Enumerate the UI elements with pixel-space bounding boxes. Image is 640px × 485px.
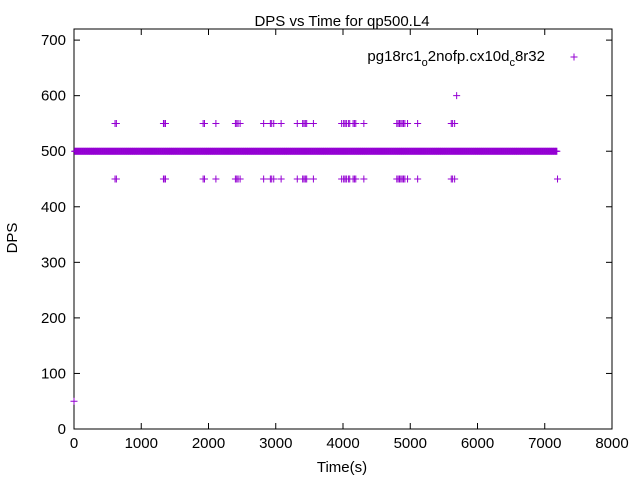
legend-text: 2nofp.cx10d: [428, 48, 510, 65]
data-point: [212, 175, 220, 183]
x-tick-label: 5000: [394, 435, 427, 452]
x-tick-label: 0: [70, 435, 78, 452]
legend-text: pg18rc1: [367, 48, 421, 65]
data-point: [352, 119, 360, 127]
data-point: [112, 175, 120, 183]
data-point: [200, 175, 208, 183]
data-point: [451, 175, 459, 183]
data-point: [360, 175, 368, 183]
data-point: [404, 175, 412, 183]
data-point: [161, 175, 169, 183]
data-point: [277, 175, 285, 183]
data-point: [451, 119, 459, 127]
data-point: [112, 119, 120, 127]
legend-marker: [570, 53, 578, 61]
data-point: [414, 119, 422, 127]
data-point: [303, 119, 311, 127]
legend-subscript: c: [509, 57, 515, 69]
data-point: [236, 119, 244, 127]
y-axis-label: DPS: [4, 223, 21, 254]
data-point: [553, 147, 561, 155]
y-tick-label: 500: [41, 143, 66, 160]
data-point: [277, 119, 285, 127]
data-point: [309, 175, 317, 183]
data-point: [260, 119, 268, 127]
x-axis-label: Time(s): [317, 459, 367, 476]
y-tick-label: 300: [41, 254, 66, 271]
x-tick-label: 7000: [528, 435, 561, 452]
data-point: [414, 175, 422, 183]
data-point: [200, 119, 208, 127]
x-tick-label: 6000: [461, 435, 494, 452]
data-point: [236, 175, 244, 183]
y-axis-ticks: 0 100 200 300 400 500 600 700: [41, 32, 612, 438]
data-point: [270, 119, 278, 127]
data-point: [453, 92, 461, 100]
legend-subscript: o: [422, 57, 428, 69]
legend-text: 8r32: [515, 48, 545, 65]
data-point: [270, 175, 278, 183]
x-axis-ticks: 0 1000 2000 3000 4000 5000 6000 7000 8000: [70, 29, 629, 452]
data-point: [360, 119, 368, 127]
legend: pg18rc1o2nofp.cx10dc8r32: [367, 48, 578, 69]
data-point: [303, 175, 311, 183]
data-point: [212, 119, 220, 127]
y-tick-label: 600: [41, 88, 66, 105]
x-tick-label: 3000: [259, 435, 292, 452]
chart-title: DPS vs Time for qp500.L4: [254, 13, 429, 30]
y-tick-label: 0: [58, 421, 66, 438]
x-tick-label: 1000: [125, 435, 158, 452]
data-point: [554, 175, 562, 183]
y-tick-label: 400: [41, 199, 66, 216]
series-points: [70, 92, 562, 405]
data-point: [352, 175, 360, 183]
x-tick-label: 8000: [595, 435, 628, 452]
data-point: [404, 119, 412, 127]
x-tick-label: 4000: [326, 435, 359, 452]
data-point: [260, 175, 268, 183]
x-tick-label: 2000: [192, 435, 225, 452]
data-point: [309, 119, 317, 127]
legend-marker-plus: [570, 53, 578, 61]
legend-series-label: pg18rc1o2nofp.cx10dc8r32: [367, 48, 545, 69]
y-tick-label: 100: [41, 365, 66, 382]
data-point: [70, 397, 78, 405]
y-tick-label: 700: [41, 32, 66, 49]
y-tick-label: 200: [41, 310, 66, 327]
data-point: [161, 119, 169, 127]
